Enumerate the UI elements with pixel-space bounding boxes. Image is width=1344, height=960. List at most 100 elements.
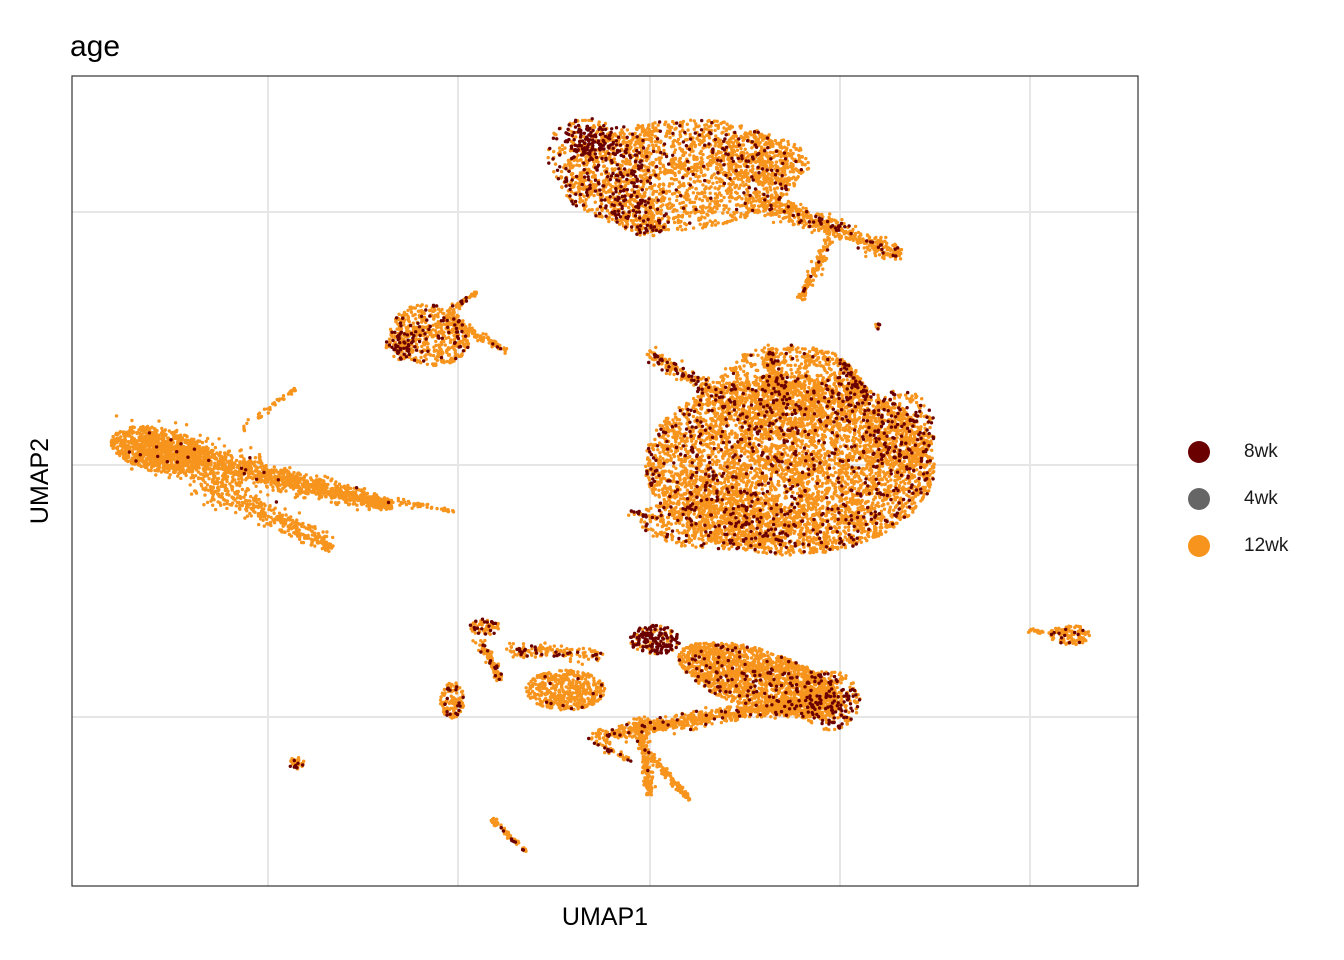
point-12wk <box>822 238 827 242</box>
point-12wk <box>650 160 654 165</box>
point-12wk <box>786 166 790 170</box>
point-12wk <box>685 197 689 201</box>
point-12wk <box>821 267 825 271</box>
point-12wk <box>747 178 751 182</box>
point-12wk <box>431 334 435 339</box>
point-12wk <box>668 128 672 133</box>
point-12wk <box>421 318 426 323</box>
point-12wk <box>678 224 683 229</box>
point-12wk <box>429 331 433 336</box>
point-12wk <box>620 128 624 132</box>
point-12wk <box>862 246 866 250</box>
point-12wk <box>734 217 738 222</box>
point-12wk <box>692 200 697 205</box>
point-12wk <box>264 463 268 468</box>
point-12wk <box>796 169 800 173</box>
point-12wk <box>685 192 690 196</box>
point-12wk <box>563 146 567 150</box>
point-12wk <box>721 154 725 158</box>
point-12wk <box>697 124 701 128</box>
point-12wk <box>654 143 658 148</box>
point-12wk <box>734 145 738 149</box>
point-12wk <box>552 131 556 135</box>
point-12wk <box>814 224 818 229</box>
point-12wk <box>756 208 761 212</box>
point-12wk <box>157 419 161 423</box>
point-12wk <box>713 144 717 148</box>
point-12wk <box>718 184 722 188</box>
point-12wk <box>695 165 699 170</box>
point-12wk <box>163 470 167 474</box>
point-12wk <box>128 441 132 445</box>
point-12wk <box>670 169 674 173</box>
point-12wk <box>130 428 134 433</box>
point-12wk <box>703 187 707 191</box>
point-12wk <box>436 325 440 329</box>
point-12wk <box>239 448 243 452</box>
point-12wk <box>822 255 826 259</box>
point-12wk <box>720 198 724 203</box>
point-12wk <box>185 434 189 439</box>
point-12wk <box>666 227 671 232</box>
point-12wk <box>734 190 738 194</box>
point-12wk <box>678 157 682 161</box>
point-12wk <box>866 234 870 238</box>
point-12wk <box>298 473 302 477</box>
point-12wk <box>716 221 720 225</box>
point-12wk <box>763 177 767 181</box>
point-12wk <box>731 168 735 172</box>
point-12wk <box>624 140 628 145</box>
point-12wk <box>601 187 605 192</box>
point-12wk <box>792 142 797 147</box>
point-12wk <box>819 255 823 260</box>
point-12wk <box>720 167 724 171</box>
point-12wk <box>192 464 197 468</box>
point-12wk <box>627 162 632 166</box>
point-12wk <box>389 333 393 337</box>
point-12wk <box>196 457 201 461</box>
point-12wk <box>757 143 761 147</box>
point-12wk <box>355 503 359 507</box>
point-12wk <box>727 138 731 142</box>
point-12wk <box>750 204 754 208</box>
point-12wk <box>765 206 769 210</box>
point-12wk <box>689 210 693 215</box>
point-12wk <box>460 352 464 356</box>
point-12wk <box>705 221 709 225</box>
point-12wk <box>457 304 462 308</box>
point-12wk <box>861 238 865 242</box>
point-12wk <box>672 150 677 155</box>
point-12wk <box>697 218 701 222</box>
point-12wk <box>624 157 629 162</box>
point-12wk <box>698 179 702 184</box>
point-12wk <box>680 213 685 217</box>
point-12wk <box>786 199 791 204</box>
point-12wk <box>735 164 739 168</box>
point-12wk <box>774 204 778 208</box>
point-12wk <box>642 195 646 199</box>
point-12wk <box>430 309 435 314</box>
point-12wk <box>653 219 657 224</box>
point-12wk <box>600 202 604 206</box>
point-12wk <box>878 238 883 242</box>
point-12wk <box>664 120 668 124</box>
point-12wk <box>458 339 463 343</box>
point-12wk <box>454 305 459 309</box>
point-12wk <box>621 140 625 144</box>
point-12wk <box>746 190 750 194</box>
point-12wk <box>797 153 801 158</box>
point-12wk <box>654 189 659 194</box>
point-12wk <box>431 328 435 332</box>
point-12wk <box>651 126 655 130</box>
point-12wk <box>789 161 793 166</box>
point-12wk <box>207 477 211 481</box>
point-12wk <box>176 434 180 438</box>
point-12wk <box>682 184 686 188</box>
point-12wk <box>435 358 439 363</box>
point-12wk <box>774 160 779 164</box>
point-12wk <box>461 342 466 346</box>
point-12wk <box>481 339 485 344</box>
point-12wk <box>407 320 411 324</box>
point-12wk <box>114 432 118 437</box>
point-12wk <box>663 168 667 173</box>
